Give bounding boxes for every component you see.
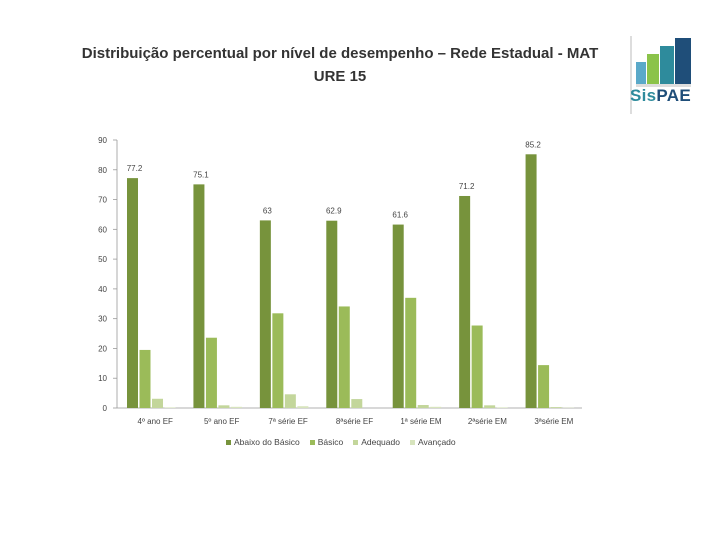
- logo-wordmark: SisPAE: [630, 86, 691, 106]
- y-tick-label: 90: [98, 136, 107, 145]
- legend-item: Abaixo do Básico: [226, 437, 300, 447]
- bar: [538, 365, 550, 408]
- data-label: 85.2: [525, 140, 541, 149]
- legend-item: Básico: [309, 437, 344, 447]
- bar: [127, 178, 138, 408]
- bar: [496, 407, 508, 408]
- legend-swatch: [309, 439, 315, 445]
- x-tick-label: 2ªsérie EM: [468, 417, 507, 426]
- data-label: 75.1: [193, 170, 209, 179]
- x-tick-label: 1ª série EM: [400, 417, 442, 426]
- legend-label: Abaixo do Básico: [234, 437, 300, 447]
- bar: [459, 195, 471, 408]
- legend-label: Adequado: [361, 437, 400, 447]
- legend-swatch: [409, 439, 415, 445]
- bar: [417, 405, 429, 408]
- y-tick-label: 40: [98, 285, 107, 294]
- y-tick-label: 70: [98, 196, 107, 205]
- logo-brand-part-1: Sis: [630, 86, 657, 105]
- x-tick-label: 3ªsérie EM: [534, 417, 573, 426]
- bar: [152, 398, 163, 408]
- bar: [272, 313, 284, 408]
- legend-label: Avançado: [417, 437, 456, 447]
- bar: [284, 394, 296, 408]
- x-tick-label: 4º ano EF: [138, 417, 174, 426]
- x-tick-label: 7ª série EF: [268, 417, 308, 426]
- y-tick-label: 80: [98, 166, 107, 175]
- bar: [259, 220, 271, 408]
- y-tick-label: 10: [98, 374, 107, 383]
- bar: [218, 405, 230, 408]
- data-label: 62.9: [326, 207, 342, 216]
- sispae-logo-icon: [630, 36, 691, 114]
- bar: [405, 297, 417, 408]
- bar: [550, 407, 562, 408]
- legend-item: Avançado: [409, 437, 456, 447]
- bar: [297, 406, 309, 408]
- legend-swatch: [353, 439, 359, 445]
- data-label: 71.2: [459, 182, 475, 191]
- chart-legend: Abaixo do Básico Básico Adequado Avançado: [226, 437, 456, 447]
- y-tick-label: 50: [98, 255, 107, 264]
- y-tick-label: 20: [98, 344, 107, 353]
- data-label: 61.6: [392, 211, 408, 220]
- bar: [471, 325, 483, 408]
- title-line-2: URE 15: [313, 68, 367, 85]
- data-label: 63: [263, 206, 272, 215]
- y-tick-label: 30: [98, 315, 107, 324]
- bar: [205, 337, 217, 408]
- bar: [230, 406, 242, 408]
- legend-label: Básico: [317, 437, 344, 447]
- legend-swatch: [226, 439, 231, 445]
- bar: [338, 306, 350, 408]
- legend-item: Adequado: [353, 437, 400, 447]
- x-tick-label: 5º ano EF: [204, 417, 240, 426]
- data-label: 77.2: [127, 164, 143, 173]
- y-tick-label: 0: [103, 404, 108, 413]
- bar: [193, 184, 205, 408]
- title-line-1: Distribuição percentual por nível de des…: [81, 45, 599, 62]
- bar: [139, 349, 151, 408]
- bar: [351, 399, 363, 408]
- bar: [392, 224, 404, 408]
- y-tick-label: 60: [98, 225, 107, 234]
- logo-brand-part-2: PAE: [656, 86, 692, 105]
- chart-title: Distribuição percentual por nível de des…: [40, 42, 640, 88]
- bar: [525, 154, 537, 408]
- bar: [164, 407, 176, 408]
- x-tick-label: 8ªsérie EF: [336, 417, 373, 426]
- bar: [430, 406, 442, 408]
- bar: [326, 220, 338, 408]
- bar: [484, 405, 496, 408]
